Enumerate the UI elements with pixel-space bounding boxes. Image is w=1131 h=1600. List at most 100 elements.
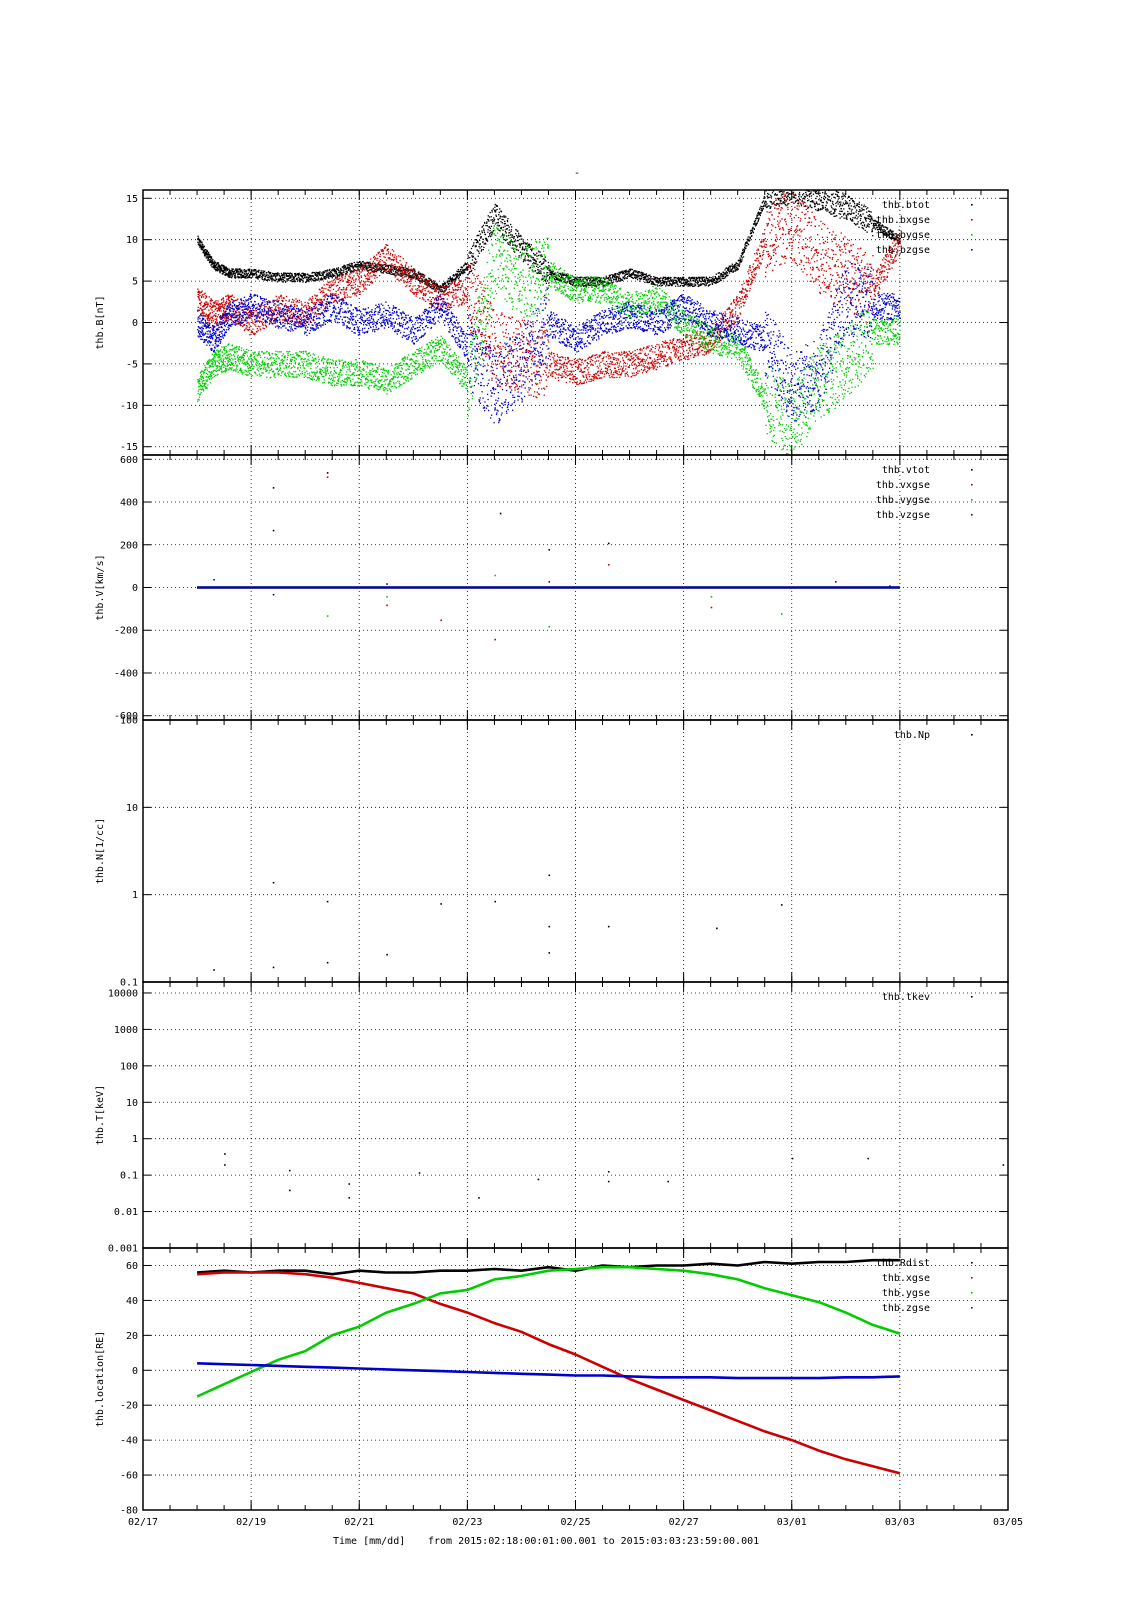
data-point [797,182,798,183]
data-point [260,321,261,322]
data-point [357,268,358,269]
data-point [253,269,254,270]
data-point [837,195,838,196]
data-point [629,271,630,272]
data-point [327,276,328,277]
data-point [295,310,296,311]
data-point [625,277,626,278]
data-point [773,190,774,191]
data-point [225,302,226,303]
data-point [346,287,347,288]
data-point [329,269,330,270]
data-point [367,268,368,269]
y-tick-label: -5 [126,359,138,370]
data-point [570,284,571,285]
data-point [223,300,224,301]
data-point [218,304,219,305]
data-point [292,279,293,280]
data-point [696,280,697,281]
data-point [323,310,324,311]
data-point [670,283,671,284]
data-point [348,296,349,297]
data-point [487,241,488,242]
data-point [298,324,299,325]
data-point [379,252,380,253]
data-point [846,219,847,220]
data-point [269,279,270,280]
data-point [748,244,749,245]
data-point [754,229,755,230]
data-point [323,274,324,275]
data-point [288,320,289,321]
data-point [495,215,496,216]
data-point [333,274,334,275]
data-point [291,314,292,315]
data-point [296,301,297,302]
data-point [321,272,322,273]
data-point [819,186,820,187]
data-point [610,275,611,276]
data-point [797,181,798,182]
data-point [245,277,246,278]
data-point [524,259,525,260]
data-point [299,273,300,274]
data-point [509,244,510,245]
data-point [363,285,364,286]
data-point [220,271,221,272]
y-tick-label: -15 [120,442,138,453]
data-point [208,252,209,253]
data-point [377,258,378,259]
data-point [276,279,277,280]
data-point [341,274,342,275]
data-point [363,284,364,285]
data-point [339,301,340,302]
data-point [854,203,855,204]
data-point [483,249,484,250]
data-point [309,306,310,307]
data-point [294,277,295,278]
data-point [273,321,274,322]
data-point [471,263,472,264]
data-point [360,283,361,284]
data-point [325,303,326,304]
data-point [771,196,772,197]
data-point [676,280,677,281]
data-point [423,277,424,278]
data-point [793,192,794,193]
data-point [248,273,249,274]
data-point [284,316,285,317]
data-point [623,270,624,271]
data-point [233,268,234,269]
data-point [720,276,721,277]
data-point [206,252,207,253]
data-point [293,278,294,279]
data-point [239,319,240,320]
data-point [561,276,562,277]
data-point [483,228,484,229]
data-point [476,261,477,262]
data-point [315,280,316,281]
data-point [369,279,370,280]
data-point [473,245,474,246]
data-point [474,258,475,259]
data-point [491,234,492,235]
data-point [844,193,845,194]
data-point [316,302,317,303]
data-point [209,254,210,255]
data-point [377,266,378,267]
data-point [213,315,214,316]
data-point [226,301,227,302]
data-point [370,265,371,266]
data-point [216,318,217,319]
data-point [197,242,198,243]
data-point [851,210,852,211]
data-point [263,328,264,329]
data-point [243,275,244,276]
data-point [271,280,272,281]
data-point [812,187,813,188]
data-point [669,280,670,281]
data-point [481,236,482,237]
data-point [799,194,800,195]
data-point [794,179,795,180]
